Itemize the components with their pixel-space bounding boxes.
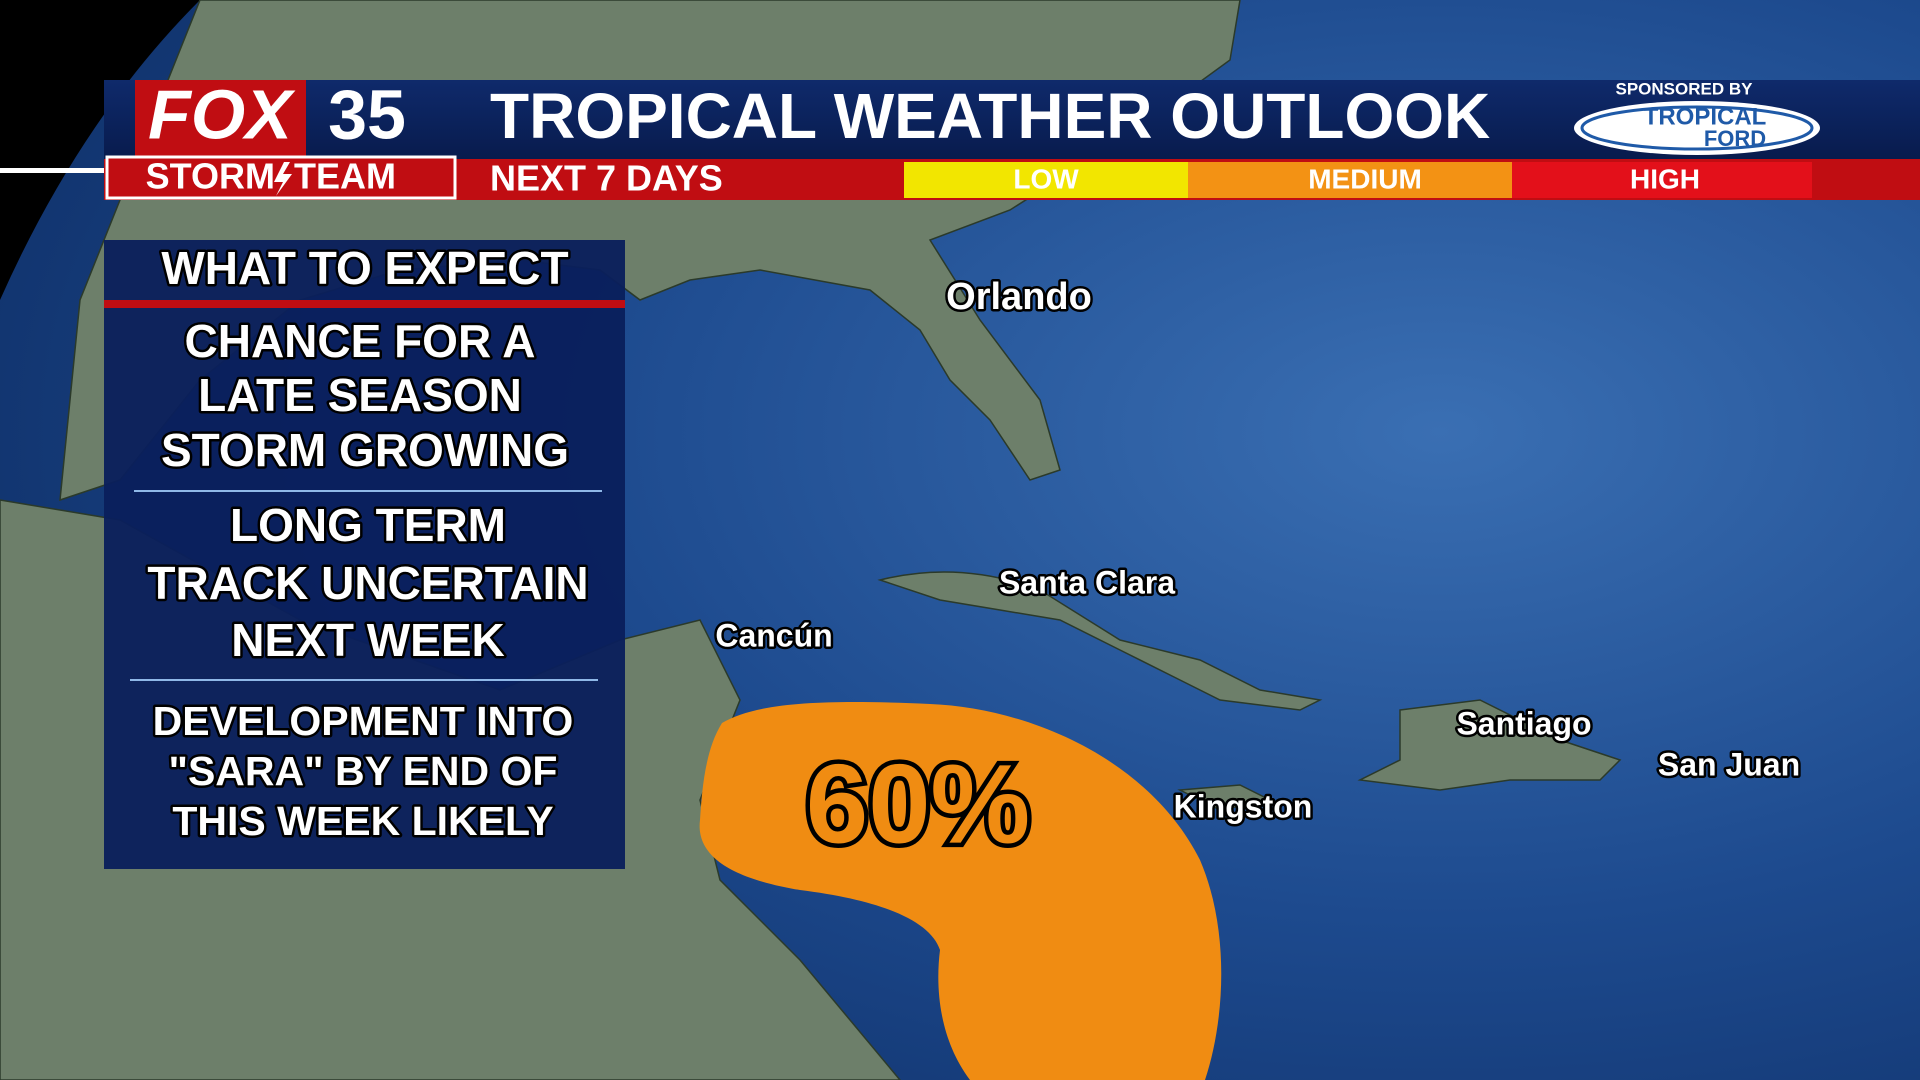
logo-channel: 35	[328, 75, 406, 153]
city-label: Santiago	[1456, 705, 1591, 741]
sponsor-logo-ring	[1580, 105, 1814, 151]
item-line: STORM GROWING	[161, 424, 569, 476]
legend-swatch	[904, 162, 1188, 198]
sponsor-logo	[1574, 101, 1820, 155]
legend-label: HIGH	[1630, 163, 1700, 194]
sponsor-name: FORD	[1704, 126, 1766, 151]
city-label: Cancún	[715, 617, 832, 653]
item-line: NEXT WEEK	[231, 614, 504, 666]
logo-box	[135, 80, 306, 157]
sponsor-name: TROPICAL	[1644, 103, 1767, 130]
legend-swatch	[1188, 162, 1512, 198]
item-line: LONG TERM	[230, 499, 506, 551]
accent-line	[0, 168, 104, 173]
panel-title: WHAT TO EXPECT	[161, 242, 568, 294]
expect-panel: WHAT TO EXPECT CHANCE FOR A LATE SEASON …	[104, 240, 625, 869]
header: FOX 35 STORM TEAM TROPICAL WEATHER OUTLO…	[0, 75, 1920, 200]
panel-divider	[104, 300, 625, 308]
item-line: TRACK UNCERTAIN	[147, 557, 588, 609]
city-labels: Orlando Santa Clara Cancún Kingston Sant…	[713, 274, 1803, 827]
city-label: San Juan	[1658, 746, 1800, 782]
city-label: Santa Clara	[999, 564, 1175, 600]
space	[0, 0, 200, 300]
item-line: CHANCE FOR A	[185, 315, 536, 367]
item-line: "SARA" BY END OF	[169, 748, 558, 794]
sponsor-label: SPONSORED BY	[1616, 79, 1754, 98]
item-line: THIS WEEK LIKELY	[172, 798, 553, 844]
legend-label: MEDIUM	[1308, 163, 1422, 194]
team-left: STORM	[146, 156, 275, 197]
panel-bg	[104, 240, 625, 869]
probability-label: 60%	[806, 742, 1030, 867]
legend-label: LOW	[1013, 163, 1079, 194]
subtitle: NEXT 7 DAYS	[490, 158, 723, 199]
team-right: TEAM	[294, 156, 396, 197]
legend-swatch	[1512, 162, 1812, 198]
title: TROPICAL WEATHER OUTLOOK	[490, 80, 1490, 152]
item-line: LATE SEASON	[198, 369, 522, 421]
bolt	[274, 162, 292, 196]
city-label: Orlando	[946, 276, 1092, 318]
outlook-area	[699, 701, 1222, 1080]
city-label: Kingston	[1174, 788, 1313, 824]
item-line: DEVELOPMENT INTO	[153, 698, 574, 744]
logo-brand: FOX	[148, 75, 296, 153]
